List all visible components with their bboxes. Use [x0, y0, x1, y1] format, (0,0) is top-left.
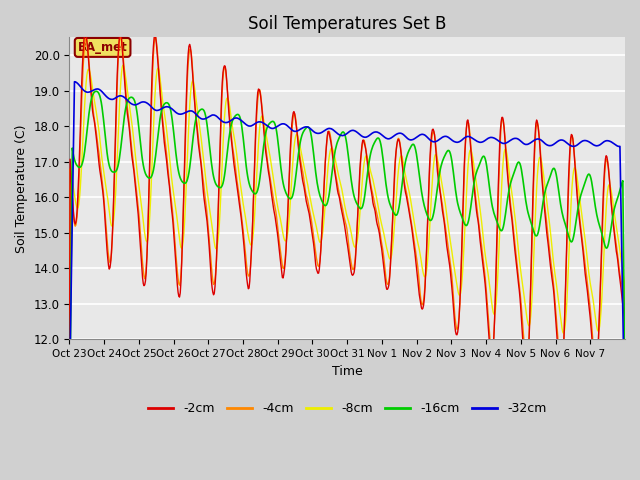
X-axis label: Time: Time [332, 365, 363, 378]
Y-axis label: Soil Temperature (C): Soil Temperature (C) [15, 124, 28, 252]
Legend: -2cm, -4cm, -8cm, -16cm, -32cm: -2cm, -4cm, -8cm, -16cm, -32cm [143, 397, 552, 420]
Title: Soil Temperatures Set B: Soil Temperatures Set B [248, 15, 446, 33]
Text: BA_met: BA_met [77, 41, 127, 54]
